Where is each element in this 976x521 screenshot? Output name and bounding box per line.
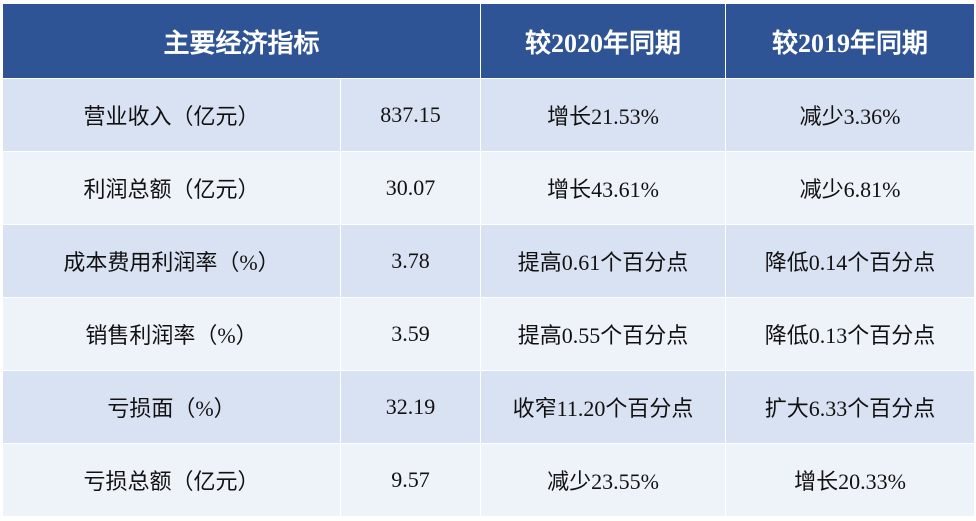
table-cell: 减少23.55% <box>480 443 727 517</box>
table-cell: 提高0.55个百分点 <box>480 297 727 371</box>
table-cell: 30.07 <box>339 151 482 225</box>
table-row: 利润总额（亿元） 30.07 增长43.61% 减少6.81% <box>2 151 976 225</box>
table-cell: 3.78 <box>339 224 482 298</box>
indicator-table: 主要经济指标 较2020年同期 较2019年同期 营业收入（亿元） 837.15 增… <box>1 3 976 517</box>
table-cell: 亏损总额（亿元） <box>2 443 341 517</box>
table-cell: 成本费用利润率（%） <box>2 224 341 298</box>
table-row: 销售利润率（%） 3.59 提高0.55个百分点 降低0.13个百分点 <box>2 297 976 371</box>
table-body: 营业收入（亿元） 837.15 增长21.53% 减少3.36% 利润总额（亿元） 30.… <box>2 78 976 517</box>
table-cell: 减少6.81% <box>725 151 976 225</box>
header-cell: 较2020年同期 <box>480 3 727 79</box>
table-cell: 增长21.53% <box>480 78 727 152</box>
table-cell: 利润总额（亿元） <box>2 151 341 225</box>
table-cell: 扩大6.33个百分点 <box>725 370 976 444</box>
table-cell: 32.19 <box>339 370 482 444</box>
table-row: 亏损面（%） 32.19 收窄11.20个百分点 扩大6.33个百分点 <box>2 370 976 444</box>
table-cell: 收窄11.20个百分点 <box>480 370 727 444</box>
table-cell: 亏损面（%） <box>2 370 341 444</box>
table-cell: 9.57 <box>339 443 482 517</box>
table-cell: 减少3.36% <box>725 78 976 152</box>
header-cell: 主要经济指标 <box>1 3 482 79</box>
table-cell: 837.15 <box>339 78 482 152</box>
table-cell: 增长43.61% <box>480 151 727 225</box>
table-cell: 销售利润率（%） <box>2 297 341 371</box>
table-cell: 提高0.61个百分点 <box>480 224 727 298</box>
table-row: 营业收入（亿元） 837.15 增长21.53% 减少3.36% <box>2 78 976 152</box>
table-cell: 营业收入（亿元） <box>2 78 341 152</box>
table-cell: 降低0.13个百分点 <box>725 297 976 371</box>
table-cell: 增长20.33% <box>725 443 976 517</box>
header-cell: 较2019年同期 <box>725 3 976 79</box>
table-row: 成本费用利润率（%） 3.78 提高0.61个百分点 降低0.14个百分点 <box>2 224 976 298</box>
table-row: 亏损总额（亿元） 9.57 减少23.55% 增长20.33% <box>2 443 976 517</box>
table-cell: 降低0.14个百分点 <box>725 224 976 298</box>
header-row: 主要经济指标 较2020年同期 较2019年同期 <box>1 3 976 79</box>
table-cell: 3.59 <box>339 297 482 371</box>
